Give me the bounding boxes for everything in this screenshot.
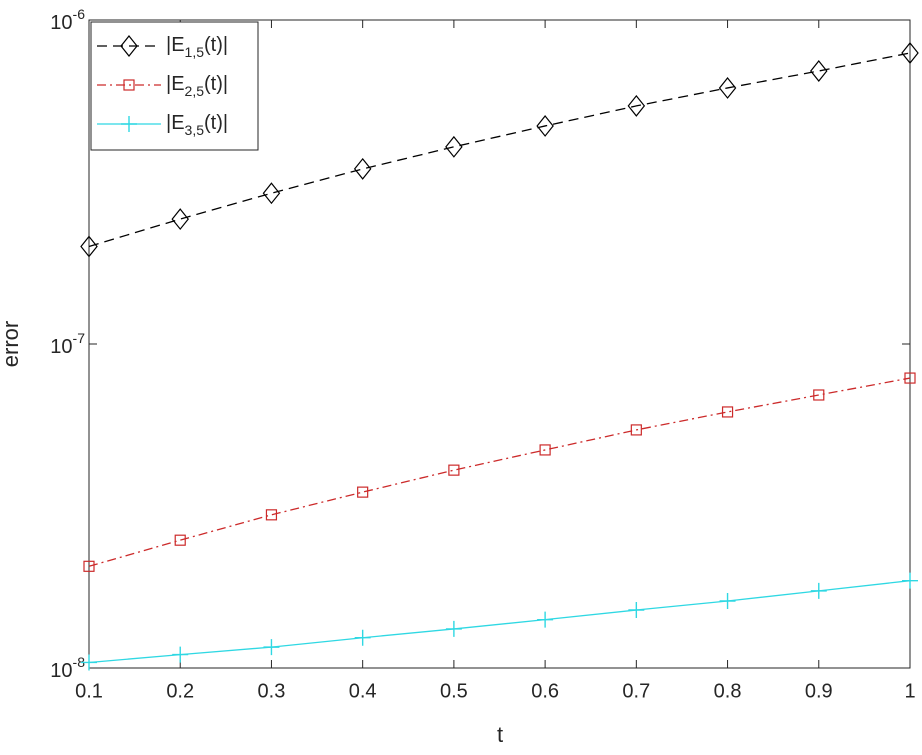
marker [902, 572, 918, 589]
marker [174, 534, 186, 546]
y-tick-label: 10-6​ [50, 6, 85, 35]
y-axis-label: error [0, 321, 23, 367]
marker [265, 509, 278, 521]
marker [171, 208, 189, 231]
marker [354, 629, 371, 646]
marker [80, 235, 98, 258]
x-tick-label: 0.5 [440, 680, 468, 702]
marker [81, 654, 97, 671]
legend-label: |E2,5​(t)| [166, 73, 228, 98]
legend: |E1,5​(t)| |E2,5​(t)| |E3,5​(t)| [90, 21, 259, 151]
marker [539, 444, 551, 456]
x-tick-label: 1 [904, 680, 915, 702]
y-tick-label: 10-7​ [50, 330, 85, 359]
x-axis-label: t [497, 722, 503, 747]
marker [172, 646, 189, 663]
marker [901, 42, 919, 64]
marker [445, 135, 463, 158]
y-tick-label: 10-8​ [50, 654, 85, 683]
x-tick-label: 0.4 [349, 680, 377, 702]
x-tick-label: 0.8 [714, 680, 742, 702]
marker [628, 602, 645, 619]
marker [536, 114, 554, 137]
x-tick-label: 0.7 [622, 680, 650, 702]
marker [445, 620, 462, 637]
x-tick-label: 0.6 [531, 680, 559, 702]
marker [810, 582, 827, 599]
legend-label: |E1,5​(t)| [166, 34, 228, 59]
marker [719, 592, 736, 609]
legend-label: |E3,5​(t)| [166, 112, 228, 137]
marker [448, 464, 460, 476]
marker [537, 611, 554, 628]
marker [904, 372, 916, 384]
marker [353, 157, 372, 180]
marker [83, 560, 95, 572]
marker [718, 76, 737, 99]
marker [627, 94, 646, 117]
marker [357, 486, 369, 498]
x-tick-label: 0.1 [75, 680, 103, 702]
marker [120, 35, 138, 57]
x-tick-label: 0.9 [805, 680, 833, 702]
series-line [88, 580, 911, 664]
marker [121, 116, 137, 132]
x-tick-label: 0.2 [166, 680, 194, 702]
legend-box [90, 21, 259, 151]
x-tick-label: 0.3 [258, 680, 286, 702]
marker [810, 60, 828, 82]
marker [813, 389, 825, 401]
marker [263, 639, 280, 656]
marker [721, 406, 734, 418]
series-line [88, 377, 911, 567]
marker [123, 79, 135, 91]
marker [262, 182, 281, 205]
marker [630, 424, 642, 436]
series-line [88, 52, 911, 248]
